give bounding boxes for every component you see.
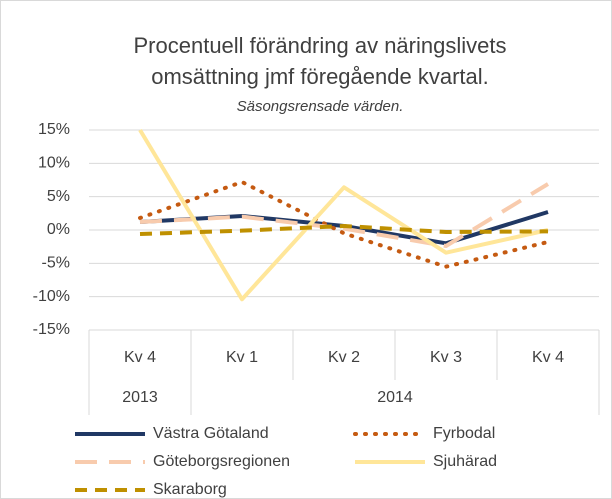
series-line <box>139 224 549 236</box>
x-tick-label: Kv 4 <box>124 349 156 366</box>
y-tick-label: 15% <box>38 121 70 138</box>
series-line <box>138 180 550 269</box>
chart-subtitle: Säsongsrensade värden. <box>237 98 404 115</box>
y-tick-label: 5% <box>47 188 70 205</box>
legend-label: Skaraborg <box>153 481 227 498</box>
y-tick-label: -15% <box>33 321 70 338</box>
series-line <box>139 182 550 248</box>
legend-label: Göteborgsregionen <box>153 453 290 470</box>
group-label: 2014 <box>377 389 413 406</box>
y-tick-label: -10% <box>33 288 70 305</box>
x-tick-label: Kv 2 <box>328 349 360 366</box>
x-tick-label: Kv 3 <box>430 349 462 366</box>
y-tick-label: 0% <box>47 221 70 238</box>
series-line <box>138 128 549 302</box>
legend-label: Västra Götaland <box>153 425 269 442</box>
legend-label: Sjuhärad <box>433 453 497 470</box>
legend-label: Fyrbodal <box>433 425 495 442</box>
chart-title: Procentuell förändring av näringslivets <box>134 33 507 58</box>
y-tick-label: 10% <box>38 155 70 172</box>
x-tick-label: Kv 1 <box>226 349 258 366</box>
chart-title: omsättning jmf föregående kvartal. <box>151 64 489 89</box>
group-label: 2013 <box>122 389 158 406</box>
x-tick-label: Kv 4 <box>532 349 564 366</box>
y-tick-label: -5% <box>42 255 70 272</box>
